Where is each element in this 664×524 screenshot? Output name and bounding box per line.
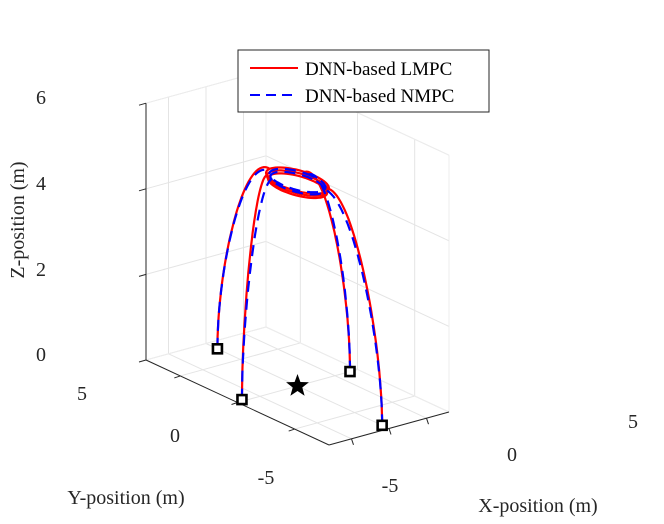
floor-gridline-y bbox=[180, 342, 301, 377]
trajectory-nmpc-1 bbox=[240, 177, 273, 400]
legend-box bbox=[237, 49, 490, 113]
plot-area bbox=[211, 165, 388, 432]
orbit-lmpc bbox=[266, 172, 329, 200]
axis-labels: X-position (m) Y-position (m) Z-position… bbox=[7, 161, 598, 517]
axes bbox=[138, 102, 450, 446]
x-tick-5: 5 bbox=[628, 411, 638, 433]
z-tick-mark bbox=[138, 273, 147, 277]
y-axis-label: Y-position (m) bbox=[67, 487, 184, 509]
floor-gridline-y bbox=[294, 395, 415, 430]
z-tick-4: 4 bbox=[36, 173, 46, 195]
floor-right-edge bbox=[265, 326, 450, 413]
start-marker-4 bbox=[211, 343, 224, 355]
z-tick-mark bbox=[138, 188, 147, 192]
orbit-nmpc bbox=[269, 170, 326, 196]
z-axis-label: Z-position (m) bbox=[7, 161, 29, 278]
x-axis-label: X-position (m) bbox=[478, 495, 597, 517]
z-tick-mark bbox=[138, 102, 147, 106]
x-tick-0: 0 bbox=[507, 444, 517, 466]
start-marker-1 bbox=[236, 393, 248, 406]
x-tick-mark bbox=[426, 418, 429, 425]
z-tick-2: 2 bbox=[36, 259, 46, 281]
y-tick-mark bbox=[288, 428, 295, 432]
start-marker-3 bbox=[344, 365, 356, 378]
legend-entry-lmpc: DNN-based LMPC bbox=[305, 59, 452, 80]
target-star-marker bbox=[286, 374, 309, 396]
y-tick-0: 0 bbox=[170, 425, 180, 447]
tick-labels: 0 2 4 6 5 0 -5 -5 0 5 bbox=[36, 87, 638, 497]
y-tick-5: 5 bbox=[77, 383, 87, 405]
trajectory-lmpc-2 bbox=[328, 187, 384, 426]
trajectory-nmpc-2 bbox=[324, 188, 384, 426]
legend-entry-nmpc: DNN-based NMPC bbox=[305, 86, 454, 107]
z-tick-0: 0 bbox=[36, 344, 46, 366]
z-tick-6: 6 bbox=[36, 87, 46, 109]
floor-back-edge bbox=[145, 326, 267, 361]
trajectory-nmpc-4 bbox=[216, 168, 271, 349]
start-marker-2 bbox=[376, 419, 388, 432]
trajectory-nmpc-3 bbox=[308, 172, 352, 372]
orbit-nmpc bbox=[268, 167, 327, 194]
z-tick-mark bbox=[138, 359, 147, 363]
legend: DNN-based LMPC DNN-based NMPC bbox=[237, 49, 490, 113]
y-tick-neg5: -5 bbox=[258, 467, 275, 489]
x-tick-mark bbox=[351, 438, 354, 445]
y-tick-mark bbox=[174, 375, 181, 379]
x-tick-neg5: -5 bbox=[382, 475, 399, 497]
x-tick-mark bbox=[388, 428, 392, 435]
